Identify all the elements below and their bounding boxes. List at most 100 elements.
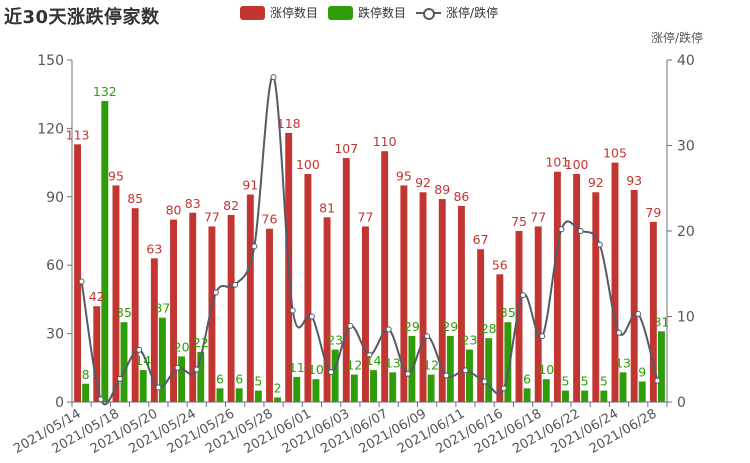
bar-limit-down — [562, 390, 569, 402]
data-label-limit-down: 35 — [500, 305, 516, 320]
legend-item-limit-down[interactable]: 跌停数目 — [328, 4, 406, 21]
legend-item-limit-up[interactable]: 涨停数目 — [240, 4, 318, 21]
data-label-limit-down: 8 — [82, 367, 90, 382]
bar-limit-up — [611, 162, 619, 402]
bar-limit-down — [619, 372, 627, 402]
data-label-limit-up: 77 — [204, 209, 220, 224]
ratio-point — [347, 322, 354, 329]
data-label-limit-down: 132 — [93, 84, 117, 99]
legend-swatch-limit-up — [240, 5, 265, 20]
line-layer — [78, 74, 661, 406]
ratio-point — [596, 241, 603, 248]
y-right-tick-label: 0 — [677, 395, 686, 411]
ratio-point — [520, 292, 527, 299]
y-right-tick-label: 30 — [677, 139, 695, 155]
ratio-point — [328, 369, 335, 376]
bar-limit-up — [496, 274, 504, 402]
data-label-limit-down: 5 — [600, 374, 608, 389]
data-label-limit-up: 95 — [108, 168, 124, 183]
ratio-point — [251, 243, 258, 250]
bar-limit-down — [466, 349, 473, 402]
data-label-limit-up: 107 — [334, 141, 358, 156]
bar-limit-up — [323, 217, 331, 402]
bar-limit-down — [101, 101, 109, 402]
data-label-limit-up: 89 — [434, 182, 450, 197]
y-right-axis-label: 涨停/跌停 — [651, 30, 703, 45]
data-label-limit-down: 23 — [462, 333, 478, 348]
bar-limit-up — [189, 212, 197, 402]
data-label-limit-up: 63 — [146, 241, 162, 256]
bar-limit-down — [657, 331, 665, 402]
bar-limit-down — [331, 349, 339, 402]
data-labels-layer: 1138421329535851463378020832277682691576… — [66, 84, 670, 395]
ratio-point — [616, 329, 623, 336]
data-label-limit-up: 83 — [185, 196, 201, 211]
ratio-point — [212, 289, 219, 296]
data-label-limit-down: 23 — [327, 333, 343, 348]
data-label-limit-down: 2 — [274, 380, 282, 395]
bar-limit-up — [246, 194, 254, 402]
data-label-limit-down: 22 — [193, 335, 209, 350]
bar-limit-down — [600, 390, 608, 402]
data-label-limit-up: 76 — [262, 212, 278, 227]
data-label-limit-up: 93 — [626, 173, 642, 188]
data-label-limit-down: 31 — [653, 314, 669, 329]
bar-limit-down — [274, 397, 282, 402]
bar-limit-down — [178, 356, 186, 402]
bar-limit-up — [553, 171, 561, 402]
legend-label-limit-down: 跌停数目 — [358, 6, 407, 20]
legend-item-ratio[interactable]: 涨停/跌停 — [416, 4, 498, 21]
data-label-limit-up: 100 — [565, 157, 589, 172]
bar-limit-down — [370, 370, 377, 402]
bar-limit-up — [208, 226, 216, 402]
legend-label-limit-up: 涨停数目 — [270, 6, 319, 20]
data-label-limit-down: 14 — [366, 353, 382, 368]
ratio-point — [193, 366, 200, 373]
data-label-limit-down: 6 — [523, 371, 531, 386]
bar-limit-up — [649, 221, 657, 402]
data-label-limit-up: 81 — [319, 200, 335, 215]
data-label-limit-down: 12 — [346, 358, 362, 373]
data-label-limit-up: 95 — [396, 168, 412, 183]
bar-limit-down — [312, 379, 320, 402]
chart-title: 近30天涨跌停家数 — [4, 7, 160, 28]
bar-limit-down — [235, 388, 243, 402]
y-left-tick-label: 120 — [37, 121, 64, 137]
ratio-point — [116, 375, 123, 382]
legend-label-ratio: 涨停/跌停 — [446, 6, 499, 20]
data-label-limit-down: 5 — [561, 374, 569, 389]
data-label-limit-down: 6 — [216, 371, 224, 386]
data-label-limit-up: 91 — [242, 178, 258, 193]
ratio-point — [443, 372, 450, 379]
bar-limit-up — [342, 158, 350, 402]
data-label-limit-up: 85 — [127, 191, 143, 206]
bar-limit-up — [515, 231, 523, 402]
ratio-point — [308, 313, 315, 320]
ratio-point — [654, 377, 661, 384]
data-label-limit-down: 20 — [174, 339, 190, 354]
legend-swatch-ratio — [416, 6, 442, 20]
y-right-tick-label: 40 — [677, 53, 695, 69]
y-left-tick-label: 30 — [46, 327, 64, 343]
ratio-point — [155, 384, 162, 391]
ratio-point — [500, 385, 507, 392]
data-label-limit-up: 77 — [358, 209, 374, 224]
ratio-point — [404, 370, 411, 377]
bars-layer — [74, 101, 665, 403]
y-left-tick-label: 90 — [46, 190, 64, 206]
bar-limit-down — [158, 317, 166, 402]
data-label-limit-down: 37 — [154, 301, 170, 316]
bar-limit-down — [197, 351, 205, 402]
bar-limit-up — [477, 249, 485, 402]
bar-limit-up — [438, 199, 446, 402]
bar-limit-down — [581, 390, 589, 402]
bar-limit-up — [573, 174, 581, 402]
bar-limit-up — [266, 228, 273, 402]
ratio-point — [232, 281, 239, 288]
bar-limit-down — [542, 379, 550, 402]
data-label-limit-up: 79 — [645, 205, 661, 220]
ratio-point — [481, 378, 488, 385]
data-label-limit-up: 92 — [588, 175, 604, 190]
data-label-limit-up: 80 — [166, 203, 182, 218]
data-label-limit-up: 92 — [415, 175, 431, 190]
